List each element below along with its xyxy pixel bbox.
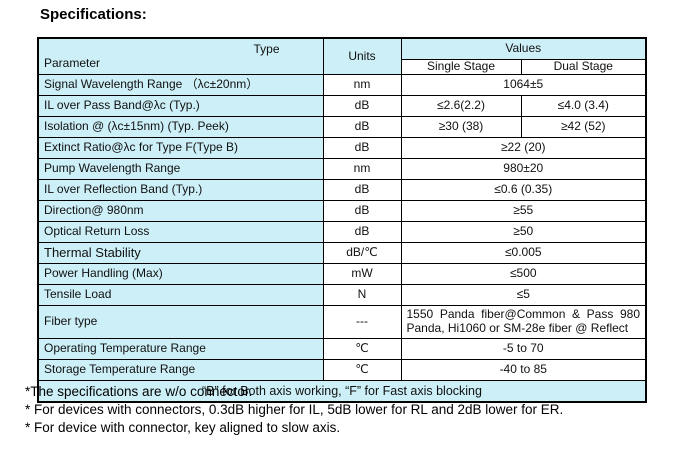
header-row-2: Single Stage Dual Stage [38, 59, 647, 75]
value-cell: 1550 Panda fiber@Common & Pass 980 Panda… [400, 305, 647, 339]
footnote-1: *The specifications are w/o connector. [25, 384, 253, 399]
values-header: Values [400, 37, 647, 60]
units-cell: dB [322, 137, 402, 159]
dual-value-cell: ≤4.0 (3.4) [520, 95, 647, 117]
header-row-1: Type Parameter Units Values [37, 37, 647, 75]
spec-row: Pump Wavelength Range nm 980±20 [37, 158, 647, 180]
footnotes: *The specifications are w/o connector. *… [25, 384, 563, 438]
units-header: Units [322, 37, 402, 75]
value-cell: -40 to 85 [400, 359, 647, 381]
fiber-type-line-1: 1550 Panda fiber@Common & Pass 980 [406, 307, 641, 322]
fiber-type-line-2: Panda, Hi1060 or SM-28e fiber @ Reflect [406, 321, 629, 335]
value-cell: ≤0.005 [400, 242, 647, 264]
param-cell: Isolation @ (λc±15nm) (Typ. Peek) [37, 116, 324, 138]
spec-row: IL over Pass Band@λc (Typ.) dB ≤2.6(2.2)… [37, 95, 647, 117]
type-label: Type [253, 41, 280, 56]
spec-row: Thermal Stability dB/℃ ≤0.005 [37, 242, 647, 264]
page-title: Specifications: [40, 6, 147, 23]
footnote-3: * For device with connector, key aligned… [25, 419, 341, 435]
spec-row: Operating Temperature Range ℃ -5 to 70 [37, 338, 647, 360]
value-cell: 980±20 [400, 158, 647, 180]
value-cell: -5 to 70 [400, 338, 647, 360]
spec-row: Isolation @ (λc±15nm) (Typ. Peek) dB ≥30… [37, 116, 647, 138]
single-stage-header: Single Stage [400, 59, 522, 75]
value-cell: 1064±5 [400, 74, 647, 96]
param-cell: Tensile Load [37, 284, 324, 306]
spec-row: Signal Wavelength Range （λc±20nm） nm 106… [37, 74, 647, 96]
dual-value-cell: ≥42 (52) [520, 116, 647, 138]
single-value-cell: ≥30 (38) [400, 116, 522, 138]
units-cell: dB/℃ [322, 242, 402, 264]
param-cell: Pump Wavelength Range [37, 158, 324, 180]
spec-row: Optical Return Loss dB ≥50 [37, 221, 647, 243]
table-footer-row: “B” for Both axis working, “F” for Fast … [37, 380, 647, 403]
units-cell: dB [322, 179, 402, 201]
spec-row: Direction@ 980nm dB ≥55 [37, 200, 647, 222]
param-cell: IL over Pass Band@λc (Typ.) [37, 95, 324, 117]
footnote-2: * For devices with connectors, 0.3dB hig… [25, 401, 564, 417]
spec-row: Extinct Ratio@λc for Type F(Type B) dB ≥… [37, 137, 647, 159]
units-cell: dB [322, 116, 402, 138]
units-cell: mW [322, 263, 402, 285]
param-cell: Extinct Ratio@λc for Type F(Type B) [37, 137, 324, 159]
spec-row-fiber-type: Fiber type --- 1550 Panda fiber@Common &… [37, 305, 647, 339]
units-cell: dB [322, 200, 402, 222]
units-cell: dB [322, 95, 402, 117]
units-cell: dB [322, 221, 402, 243]
units-cell: nm [322, 158, 402, 180]
units-cell: ℃ [322, 359, 402, 381]
param-cell: Operating Temperature Range [37, 338, 324, 360]
specifications-table: Type Parameter Units Values Single Stage… [37, 37, 647, 403]
value-cell: ≥55 [400, 200, 647, 222]
param-cell: Power Handling (Max) [37, 263, 324, 285]
value-cell: ≤0.6 (0.35) [400, 179, 647, 201]
param-cell: Fiber type [37, 305, 324, 339]
spec-row: Tensile Load N ≤5 [37, 284, 647, 306]
param-cell: Signal Wavelength Range （λc±20nm） [37, 74, 324, 96]
param-cell: Direction@ 980nm [37, 200, 324, 222]
value-cell: ≥50 [400, 221, 647, 243]
units-cell: N [322, 284, 402, 306]
value-cell: ≤500 [400, 263, 647, 285]
param-cell: Optical Return Loss [37, 221, 324, 243]
spec-row: IL over Reflection Band (Typ.) dB ≤0.6 (… [37, 179, 647, 201]
param-cell: Thermal Stability [37, 242, 324, 264]
spec-row: Power Handling (Max) mW ≤500 [37, 263, 647, 285]
value-cell: ≥22 (20) [400, 137, 647, 159]
dual-stage-header: Dual Stage [520, 59, 647, 75]
corner-header-cell: Type Parameter [37, 37, 324, 75]
param-cell: IL over Reflection Band (Typ.) [37, 179, 324, 201]
parameter-label: Parameter [44, 55, 101, 70]
units-cell: ℃ [322, 338, 402, 360]
units-cell: --- [322, 305, 402, 339]
units-cell: nm [322, 74, 402, 96]
param-cell: Storage Temperature Range [37, 359, 324, 381]
single-value-cell: ≤2.6(2.2) [400, 95, 522, 117]
spec-row: Storage Temperature Range ℃ -40 to 85 [37, 359, 647, 381]
axis-legend-note: “B” for Both axis working, “F” for Fast … [37, 380, 647, 403]
value-cell: ≤5 [400, 284, 647, 306]
